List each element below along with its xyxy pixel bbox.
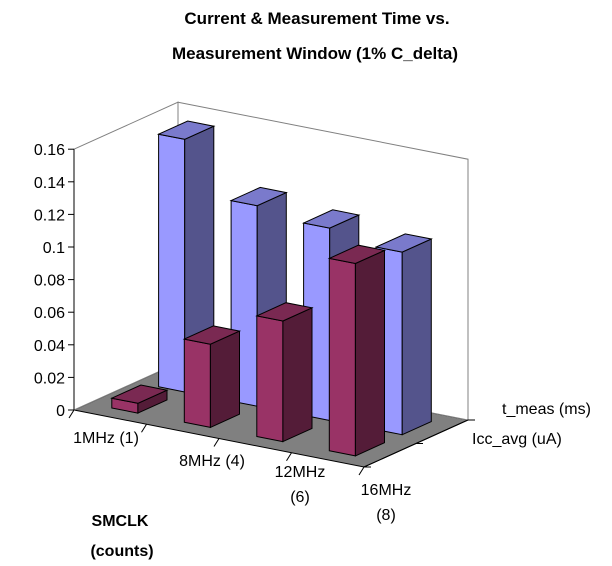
y-tick-label: 0.16 — [34, 142, 65, 159]
bar-side-face — [209, 330, 240, 429]
x-tick-label: 8MHz (4) — [179, 453, 245, 470]
bar-top-face — [374, 233, 433, 253]
x-axis-title-line-2: (counts) — [90, 543, 153, 560]
x-tick-mark — [213, 438, 220, 447]
y-tick-label: 0.14 — [34, 175, 65, 192]
y-tick-label: 0.1 — [43, 240, 65, 257]
bar-front-face — [158, 133, 186, 393]
bar-side-face — [282, 307, 313, 443]
y-tick-label: 0.06 — [34, 305, 65, 322]
bar-top-face — [327, 244, 387, 265]
x-tick-label: 16MHz — [361, 482, 412, 499]
bar-top-face — [301, 209, 361, 229]
bar-icc-avg — [255, 302, 314, 443]
bar-top-face — [229, 186, 288, 207]
bar-top-face — [182, 325, 242, 345]
x-tick-label: 1MHz (1) — [73, 430, 139, 447]
y-tick-label: 0.08 — [34, 273, 65, 290]
x-tick-mark — [286, 452, 292, 462]
x-tick-label: 12MHz — [275, 464, 326, 481]
bar-top-face — [255, 302, 314, 322]
bar-top-face — [156, 120, 216, 140]
bar-front-face — [183, 338, 211, 429]
bar-icc-avg — [182, 325, 242, 429]
x-tick-mark — [68, 409, 75, 419]
chart-title-line-1: Current & Measurement Time vs. — [184, 9, 449, 28]
bar-icc-avg — [327, 244, 387, 457]
depth-axis-label: Icc_avg (uA) — [472, 431, 562, 448]
bar-icc-avg — [110, 384, 169, 414]
bar-top-face — [110, 384, 169, 404]
bar-side-face — [354, 249, 385, 457]
x-tick-label: (8) — [376, 507, 396, 524]
y-tick-label: 0.04 — [34, 338, 65, 355]
depth-axis: t_meas (ms) Icc_avg (uA) — [363, 401, 591, 468]
chart-title-line-2: Measurement Window (1% C_delta) — [172, 44, 458, 63]
bar-front-face — [256, 315, 284, 443]
y-axis: 0 0.02 0.04 0.06 0.08 0.1 0.12 0.14 0.16 — [34, 142, 75, 420]
bar-front-face — [328, 257, 356, 457]
x-tick-label: (6) — [290, 489, 310, 506]
depth-axis-label: t_meas (ms) — [502, 401, 591, 418]
x-axis-title: SMCLK (counts) — [90, 513, 153, 560]
bars — [110, 120, 433, 457]
x-tick-mark — [141, 423, 147, 433]
bar-side-face — [401, 238, 432, 436]
x-tick-mark — [358, 466, 365, 476]
x-axis: 1MHz (1) 8MHz (4) 12MHz (6) 16MHz (8) — [68, 409, 412, 524]
x-axis-title-line-1: SMCLK — [92, 513, 149, 530]
chart-title: Current & Measurement Time vs. Measureme… — [172, 9, 458, 63]
y-tick-label: 0 — [56, 403, 65, 420]
y-tick-label: 0.02 — [34, 370, 65, 387]
y-tick-label: 0.12 — [34, 207, 65, 224]
